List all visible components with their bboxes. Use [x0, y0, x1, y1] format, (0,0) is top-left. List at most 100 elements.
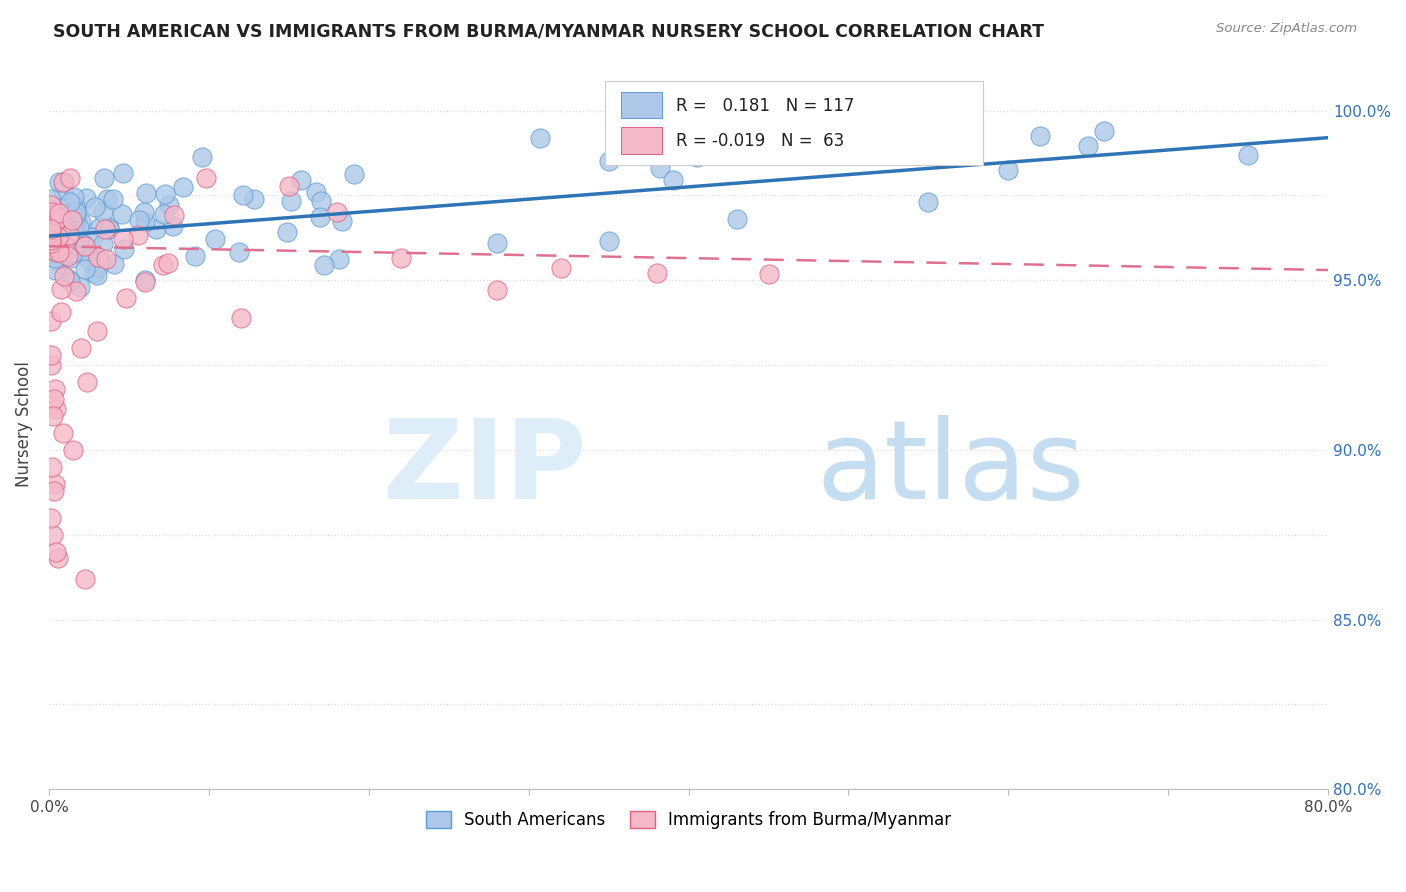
Point: [163, 208, 186, 222]
Point: [132, 205, 155, 219]
Point: [39, 235, 62, 250]
Point: [389, 251, 412, 265]
Point: [39, 348, 62, 362]
Point: [243, 192, 266, 206]
Point: [59, 274, 82, 288]
Point: [59, 194, 82, 209]
Point: [758, 267, 780, 281]
Point: [51, 231, 73, 245]
Point: [63, 244, 86, 258]
Point: [204, 232, 226, 246]
Point: [89, 220, 111, 235]
Point: [1092, 124, 1115, 138]
Point: [328, 252, 350, 266]
Point: [276, 226, 298, 240]
Point: [53, 244, 76, 258]
Point: [86, 268, 108, 282]
Point: [41, 222, 63, 236]
Point: [39, 193, 62, 207]
Point: [162, 219, 184, 233]
Point: [135, 186, 157, 200]
Point: [128, 212, 150, 227]
Point: [309, 210, 332, 224]
Point: [75, 191, 97, 205]
Bar: [621, 92, 662, 118]
Point: [48, 229, 70, 244]
Point: [101, 192, 124, 206]
Text: atlas: atlas: [817, 415, 1085, 522]
Point: [39, 214, 62, 228]
Point: [62, 233, 84, 247]
Point: [59, 171, 82, 186]
Point: [152, 258, 174, 272]
Point: [94, 252, 117, 266]
Point: [45, 244, 67, 259]
Point: [62, 235, 84, 249]
Point: [277, 179, 299, 194]
Point: [66, 229, 89, 244]
Point: [153, 206, 176, 220]
Point: [72, 236, 94, 251]
Point: [67, 219, 90, 234]
Point: [56, 208, 79, 222]
Point: [917, 195, 939, 210]
Point: [44, 234, 66, 248]
Point: [91, 237, 114, 252]
Point: [52, 269, 75, 284]
Point: [46, 204, 69, 219]
Point: [49, 305, 72, 319]
Point: [77, 253, 100, 268]
Point: [648, 161, 671, 175]
Point: [52, 208, 75, 222]
Point: [1077, 139, 1099, 153]
Point: [312, 258, 335, 272]
Point: [69, 280, 91, 294]
Point: [52, 425, 75, 440]
Point: [304, 185, 326, 199]
Text: Source: ZipAtlas.com: Source: ZipAtlas.com: [1216, 22, 1357, 36]
Point: [48, 206, 70, 220]
Point: [83, 266, 105, 280]
Point: [44, 382, 66, 396]
Point: [46, 241, 69, 255]
Point: [48, 211, 70, 225]
Text: SOUTH AMERICAN VS IMMIGRANTS FROM BURMA/MYANMAR NURSERY SCHOOL CORRELATION CHART: SOUTH AMERICAN VS IMMIGRANTS FROM BURMA/…: [53, 22, 1045, 40]
Point: [330, 214, 353, 228]
Point: [550, 260, 572, 275]
Point: [76, 375, 98, 389]
Bar: [621, 128, 662, 153]
Point: [44, 262, 66, 277]
Point: [56, 249, 79, 263]
Point: [343, 167, 366, 181]
Point: [103, 257, 125, 271]
Point: [91, 205, 114, 219]
Point: [686, 150, 709, 164]
Point: [65, 284, 87, 298]
Point: [52, 175, 75, 189]
Point: [172, 179, 194, 194]
Text: R = -0.019   N =  63: R = -0.019 N = 63: [676, 132, 844, 151]
Point: [157, 198, 180, 212]
Point: [39, 244, 62, 259]
Point: [725, 211, 748, 226]
Point: [44, 483, 66, 498]
Point: [62, 218, 84, 232]
Point: [41, 459, 63, 474]
Point: [194, 171, 217, 186]
Point: [39, 226, 62, 240]
Point: [80, 248, 103, 262]
Point: [97, 221, 120, 235]
Point: [44, 476, 66, 491]
Text: ZIP: ZIP: [382, 415, 586, 522]
Point: [89, 255, 111, 269]
Point: [232, 188, 254, 202]
Point: [48, 244, 70, 259]
Point: [41, 237, 63, 252]
Point: [157, 256, 180, 270]
Point: [56, 270, 79, 285]
Point: [87, 250, 110, 264]
Point: [60, 239, 83, 253]
Point: [229, 311, 252, 326]
Point: [67, 237, 90, 252]
Point: [63, 199, 86, 213]
